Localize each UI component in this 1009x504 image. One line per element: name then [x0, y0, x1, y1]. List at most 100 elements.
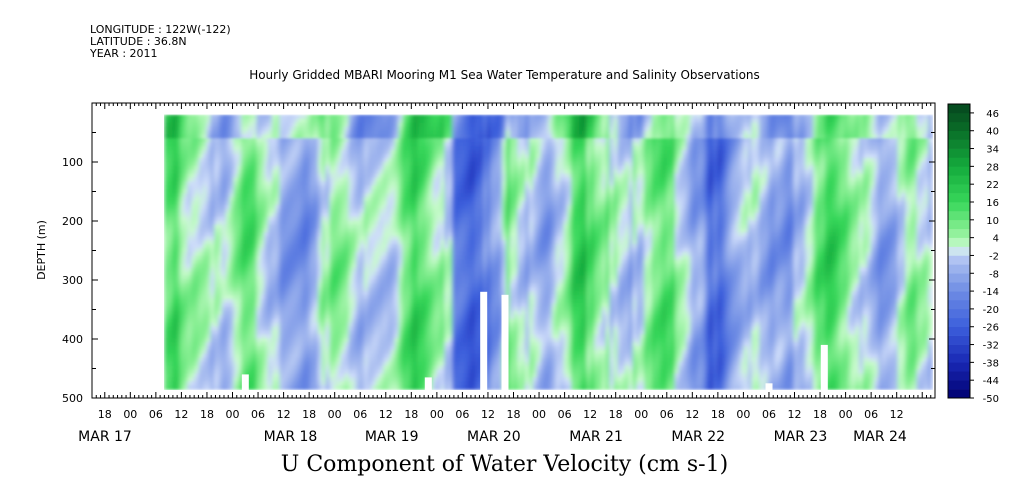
field-cell [179, 146, 185, 151]
field-cell [168, 153, 173, 159]
field-cell [233, 259, 238, 265]
field-cell [317, 322, 323, 328]
field-cell [394, 279, 400, 284]
field-cell [433, 244, 438, 249]
field-cell [383, 318, 388, 324]
field-cell [198, 365, 204, 371]
field-cell [325, 279, 330, 284]
field-cell [183, 157, 188, 163]
field-cell [356, 142, 361, 147]
field-cell [325, 185, 330, 190]
field-cell [264, 185, 269, 190]
field-cell [283, 275, 288, 281]
field-cell [352, 216, 357, 222]
field-cell [333, 310, 338, 316]
field-cell [421, 204, 426, 210]
field-cell [314, 287, 319, 292]
field-cell [409, 224, 415, 230]
field-cell [302, 361, 307, 367]
field-cell [329, 173, 334, 179]
field-cell [252, 259, 258, 265]
field-cell [214, 189, 219, 194]
field-cell [241, 283, 246, 288]
field-cell [260, 189, 265, 194]
field-cell [306, 142, 311, 147]
field-cell [371, 377, 377, 382]
field-cell [210, 299, 215, 304]
field-cell [325, 259, 330, 265]
field-cell [417, 118, 423, 124]
field-cell [425, 150, 430, 155]
field-cell [317, 122, 323, 128]
field-cell [195, 318, 200, 324]
field-cell [386, 181, 392, 186]
field-cell [264, 334, 269, 339]
field-cell [256, 361, 261, 367]
field-cell [398, 357, 403, 363]
field-cell [298, 291, 304, 296]
field-cell [294, 248, 300, 253]
field-cell [383, 248, 388, 253]
field-cell [406, 134, 411, 139]
field-cell [379, 310, 384, 316]
field-cell [363, 361, 369, 367]
field-cell [244, 279, 250, 284]
field-cell [210, 177, 215, 183]
field-cell [310, 299, 315, 304]
field-cell [218, 306, 223, 312]
field-cell [379, 240, 384, 245]
field-cell [314, 373, 319, 378]
field-cell [394, 334, 400, 339]
field-cell [329, 204, 334, 210]
field-cell [294, 189, 300, 194]
field-cell [221, 126, 227, 132]
field-cell [317, 224, 323, 230]
field-cell [436, 157, 442, 163]
field-cell [275, 385, 281, 390]
field-cell [287, 322, 292, 328]
field-cell [375, 251, 380, 257]
field-cell [187, 240, 192, 245]
field-cell [406, 150, 411, 155]
field-cell [325, 353, 330, 359]
field-cell [256, 142, 261, 147]
field-cell [406, 228, 411, 233]
field-cell [425, 224, 430, 230]
field-cell [340, 118, 346, 124]
field-cell [321, 283, 327, 288]
field-cell [164, 142, 169, 147]
field-cell [360, 334, 365, 339]
field-cell [329, 279, 334, 284]
field-cell [356, 118, 361, 124]
field-cell [179, 220, 185, 226]
field-cell [271, 232, 277, 237]
field-cell [409, 161, 415, 167]
field-cell [356, 232, 361, 237]
field-cell [333, 232, 338, 237]
field-cell [340, 204, 346, 210]
field-cell [317, 295, 323, 300]
field-cell [264, 212, 269, 218]
field-cell [383, 197, 388, 202]
field-cell [348, 385, 353, 390]
field-cell [425, 193, 430, 198]
field-cell [244, 283, 250, 288]
field-cell [406, 165, 411, 171]
field-cell [233, 318, 238, 324]
field-cell [248, 291, 254, 296]
field-cell [344, 236, 350, 241]
field-cell [183, 279, 188, 284]
field-cell [406, 173, 411, 179]
field-cell [317, 118, 323, 124]
field-cell [375, 169, 380, 175]
field-cell [214, 385, 219, 390]
field-cell [264, 134, 269, 139]
field-cell [360, 299, 365, 304]
field-cell [164, 373, 169, 378]
field-cell [195, 244, 200, 249]
field-cell [333, 228, 338, 233]
field-cell [256, 193, 261, 198]
field-cell [306, 224, 311, 230]
field-cell [229, 255, 235, 261]
field-cell [329, 267, 334, 273]
